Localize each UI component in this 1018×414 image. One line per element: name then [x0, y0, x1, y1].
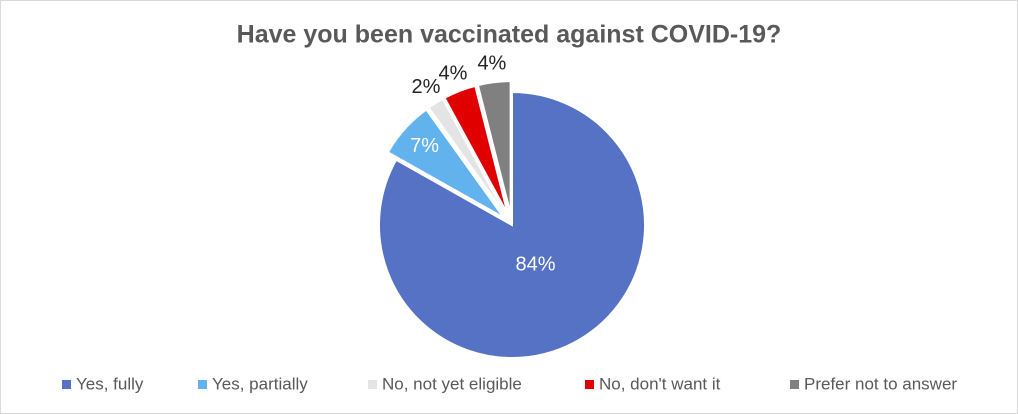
chart-title: Have you been vaccinated against COVID-1…: [237, 21, 782, 49]
legend-label: No, not yet eligible: [382, 374, 522, 393]
legend-label: No, don't want it: [599, 374, 721, 393]
pie-slice: [443, 84, 509, 216]
legend-label: Yes, partially: [212, 374, 308, 393]
legend-label: Prefer not to answer: [804, 374, 957, 393]
legend-label: Yes, fully: [76, 374, 144, 393]
pie-slice: [378, 90, 646, 359]
data-label: 4%: [477, 53, 506, 75]
legend-swatch: [198, 380, 207, 389]
legend-swatch: [790, 380, 799, 389]
data-label: 84%: [515, 253, 555, 275]
pie-slice: [427, 97, 508, 217]
data-label: 2%: [412, 76, 441, 98]
data-label: 7%: [410, 135, 439, 157]
data-label: 4%: [438, 62, 467, 84]
legend-swatch: [368, 380, 377, 389]
pie-slice: [476, 80, 512, 215]
legend-swatch: [585, 380, 594, 389]
pie-slice: [386, 108, 505, 219]
legend-swatch: [62, 380, 71, 389]
